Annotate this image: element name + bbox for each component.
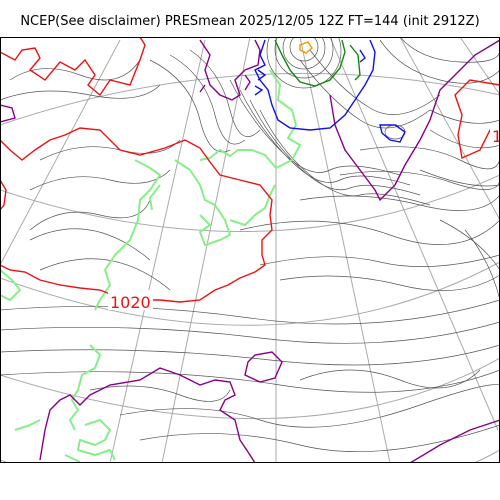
- low-pressure-core: [299, 41, 313, 54]
- contour-label-edge: 10: [492, 127, 500, 146]
- contour-1000: [254, 39, 406, 143]
- chart-title: NCEP(See disclaimer) PRESmean 2025/12/05…: [20, 14, 480, 29]
- contour-988: [274, 39, 361, 87]
- coastlines: [0, 69, 301, 463]
- contour-1020: [0, 37, 500, 303]
- plot-frame: [0, 37, 500, 463]
- contour-labels: 1020 10: [108, 125, 500, 312]
- contour-1012: [0, 39, 500, 463]
- contour-label-1020: 1020: [110, 293, 151, 312]
- isobars: [0, 37, 500, 453]
